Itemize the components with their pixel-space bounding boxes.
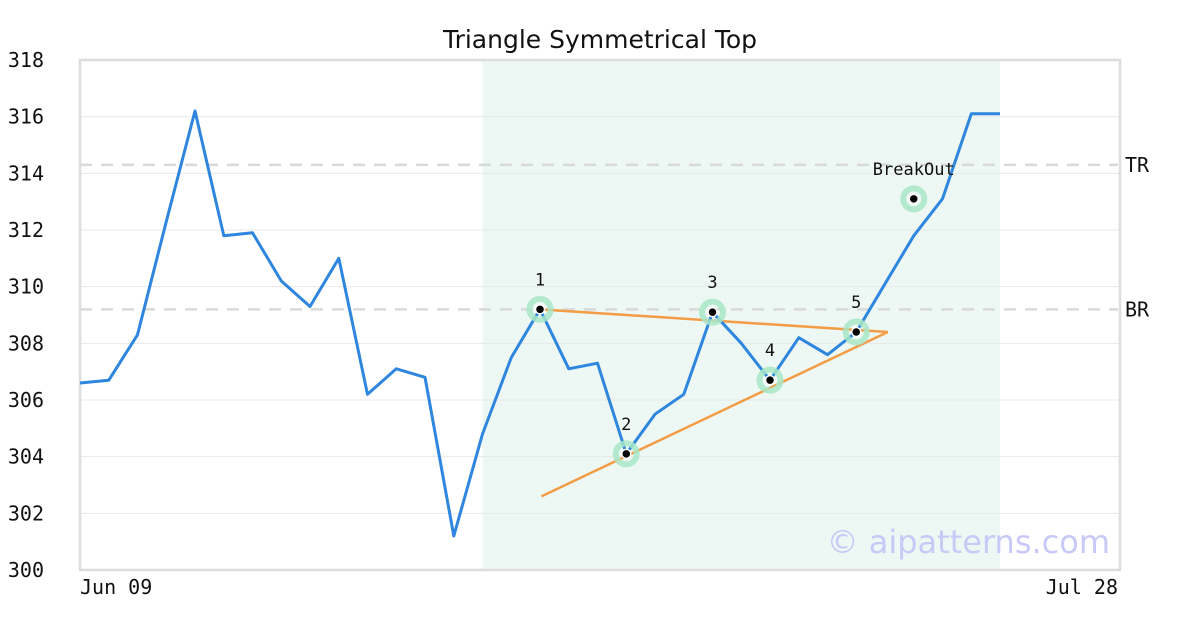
pattern-point-ring <box>699 298 726 326</box>
gridlines <box>80 116 1120 514</box>
y-tick-label: 314 <box>8 161 44 185</box>
y-tick-label: 318 <box>8 48 44 72</box>
y-tick-label: 308 <box>8 331 44 355</box>
chart-title: Triangle Symmetrical Top <box>442 25 757 54</box>
pattern-point <box>621 448 632 460</box>
pattern-point-ring <box>756 366 784 394</box>
trendline <box>540 330 889 498</box>
pattern-point-ring <box>842 318 870 346</box>
x-axis-ticks: Jun 09 Jul 28 <box>80 575 1118 599</box>
watermark: © aipatterns.com <box>827 523 1110 561</box>
x-tick-label: Jun 09 <box>80 575 152 599</box>
pattern-point <box>534 304 546 315</box>
pattern-point <box>764 374 776 386</box>
reference-line-label: TR <box>1125 153 1150 177</box>
y-axis-ticks: 300 302 304 306 308 310 312 314 316 318 <box>8 48 44 582</box>
plot-frame <box>78 58 1122 572</box>
pattern-highlight-region <box>482 60 1000 570</box>
y-tick-label: 306 <box>8 388 44 412</box>
x-tick-label: Jul 28 <box>1046 575 1118 599</box>
breakout-point <box>908 193 919 205</box>
pattern-point-label: 3 <box>707 273 717 293</box>
pattern-point-label: 4 <box>765 341 775 361</box>
pattern-markers: 1 2 3 4 5 BreakOut <box>526 160 955 468</box>
reference-lines: TR BR <box>80 153 1150 321</box>
y-tick-label: 300 <box>8 558 44 582</box>
pattern-point-label: 2 <box>621 415 631 435</box>
y-tick-label: 316 <box>8 105 44 129</box>
breakout-point-ring <box>900 185 928 213</box>
pattern-point-ring <box>526 295 554 323</box>
pattern-point <box>851 326 862 338</box>
pattern-point-label: 1 <box>535 270 545 290</box>
pattern-point-ring <box>612 440 640 468</box>
y-tick-label: 304 <box>8 445 44 469</box>
reference-line-label: BR <box>1125 297 1150 321</box>
y-tick-label: 312 <box>8 218 44 242</box>
y-tick-label: 310 <box>8 275 44 299</box>
breakout-label: BreakOut <box>873 160 955 180</box>
y-tick-label: 302 <box>8 501 44 525</box>
pattern-point <box>707 306 718 318</box>
pattern-point-label: 5 <box>851 293 861 313</box>
